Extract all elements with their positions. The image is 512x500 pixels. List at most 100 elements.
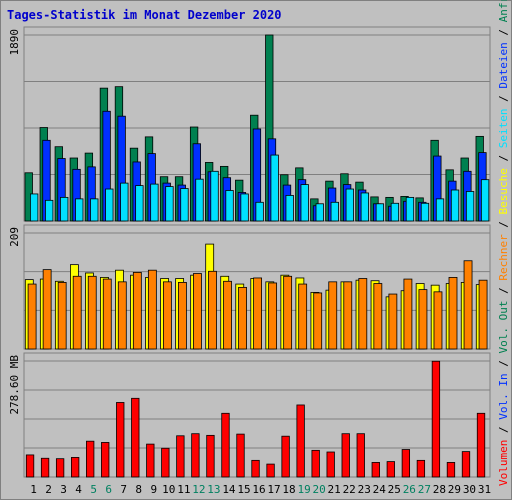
legend-entry-rechner: Rechner [497,234,510,281]
bar-rechner-day-29 [448,276,458,350]
legend-entry-seiten: Seiten [497,108,510,148]
bar-volumen-day-18 [281,435,290,478]
bar-volumen-day-12 [191,433,200,478]
bar-seiten-day-30 [465,191,475,222]
x-tick-day-19: 19 [297,483,310,496]
bar-volumen-day-29 [446,462,456,478]
bar-seiten-day-26 [405,196,415,222]
series-rechner [27,260,488,350]
bar-seiten-day-11 [180,188,189,222]
bar-volumen-day-4 [71,457,80,478]
bar-volumen-day-27 [416,459,426,478]
bar-rechner-day-6 [102,278,112,350]
bar-seiten-day-1 [29,193,39,222]
bar-seiten-day-20 [315,203,324,222]
legend-entry-anfragen: Vol. Out [497,301,510,354]
bar-volumen-day-24 [371,462,380,478]
x-tick-day-4: 4 [75,483,82,496]
bar-rechner-day-31 [478,279,488,350]
bar-seiten-day-27 [420,202,430,222]
x-tick-day-25: 25 [388,483,401,496]
bar-seiten-day-25 [390,202,400,222]
bar-rechner-day-15 [238,286,247,350]
legend-entry-besuche: Besuche [497,168,510,214]
legend-separator: / [497,214,510,234]
series-volumen [25,360,486,478]
bar-volumen-day-26 [401,449,411,478]
bar-seiten-day-2 [45,199,54,222]
bar-volumen-day-10 [161,447,170,478]
bar-volumen-day-28 [431,360,441,478]
x-tick-day-11: 11 [177,483,190,496]
legend-separator: / [497,354,510,374]
bar-seiten-day-8 [135,185,144,222]
bar-volumen-day-31 [476,412,486,478]
x-tick-day-28: 28 [433,483,446,496]
x-tick-day-21: 21 [328,483,341,496]
bar-volumen-day-7 [116,402,125,478]
legend-entry-dateien: Vol. In [497,373,510,419]
x-tick-day-23: 23 [358,483,371,496]
x-tick-day-6: 6 [105,483,112,496]
bar-volumen-day-6 [101,442,110,478]
x-tick-day-3: 3 [60,483,67,496]
legend-entry-volumen: Volumen [497,440,510,486]
bar-volumen-day-13 [206,434,215,478]
bar-seiten-day-22 [345,188,354,222]
bar-volumen-day-2 [40,457,50,478]
bar-rechner-day-1 [27,283,37,350]
bar-seiten-day-24 [375,203,385,222]
bar-rechner-day-14 [223,280,232,350]
panel-top [23,26,491,222]
bar-rechner-day-24 [373,283,383,350]
bar-rechner-day-21 [328,281,338,350]
bar-rechner-day-9 [147,269,157,350]
x-tick-day-7: 7 [120,483,127,496]
bar-rechner-day-26 [403,278,413,350]
x-tick-day-16: 16 [252,483,265,496]
bar-rechner-day-25 [388,293,398,350]
bar-volumen-day-14 [221,412,230,478]
bar-seiten-day-12 [195,178,204,222]
bar-rechner-day-2 [42,269,52,350]
y-tick-top: 1890 [8,29,21,56]
x-tick-day-29: 29 [448,483,461,496]
bar-volumen-day-17 [266,463,275,478]
y-tick-bottom: 278.60 MB [8,355,21,415]
bar-volumen-day-9 [146,443,155,478]
bar-seiten-day-29 [450,189,460,222]
x-tick-day-27: 27 [418,483,431,496]
bar-volumen-day-11 [176,435,185,478]
bar-seiten-day-10 [165,186,174,222]
bar-seiten-day-15 [240,193,249,222]
bar-volumen-day-16 [251,459,260,478]
x-tick-day-13: 13 [207,483,220,496]
bar-volumen-day-25 [386,461,395,478]
legend-separator: / [497,281,510,301]
bar-rechner-day-13 [208,270,217,350]
bar-volumen-day-22 [341,433,350,478]
bar-rechner-day-28 [433,291,443,350]
x-tick-day-5: 5 [90,483,97,496]
bar-seiten-day-23 [360,192,370,222]
series-seiten [29,154,490,222]
bar-volumen-day-3 [55,458,65,478]
legend-separator: / [497,420,510,440]
x-tick-day-10: 10 [162,483,175,496]
x-tick-day-1: 1 [30,483,37,496]
bar-rechner-day-22 [343,281,353,350]
bar-volumen-day-1 [25,454,35,478]
bar-rechner-day-27 [418,289,428,350]
bar-rechner-day-30 [463,260,473,350]
bar-seiten-day-14 [225,190,234,222]
legend-separator: / [497,148,510,168]
x-tick-day-18: 18 [282,483,295,496]
bar-rechner-day-23 [358,278,368,350]
x-tick-day-24: 24 [373,483,387,496]
bar-rechner-day-4 [72,275,82,350]
legend-separator: / [497,22,510,42]
bar-seiten-day-4 [75,198,84,222]
bar-rechner-day-7 [117,281,127,350]
x-tick-day-17: 17 [267,483,280,496]
